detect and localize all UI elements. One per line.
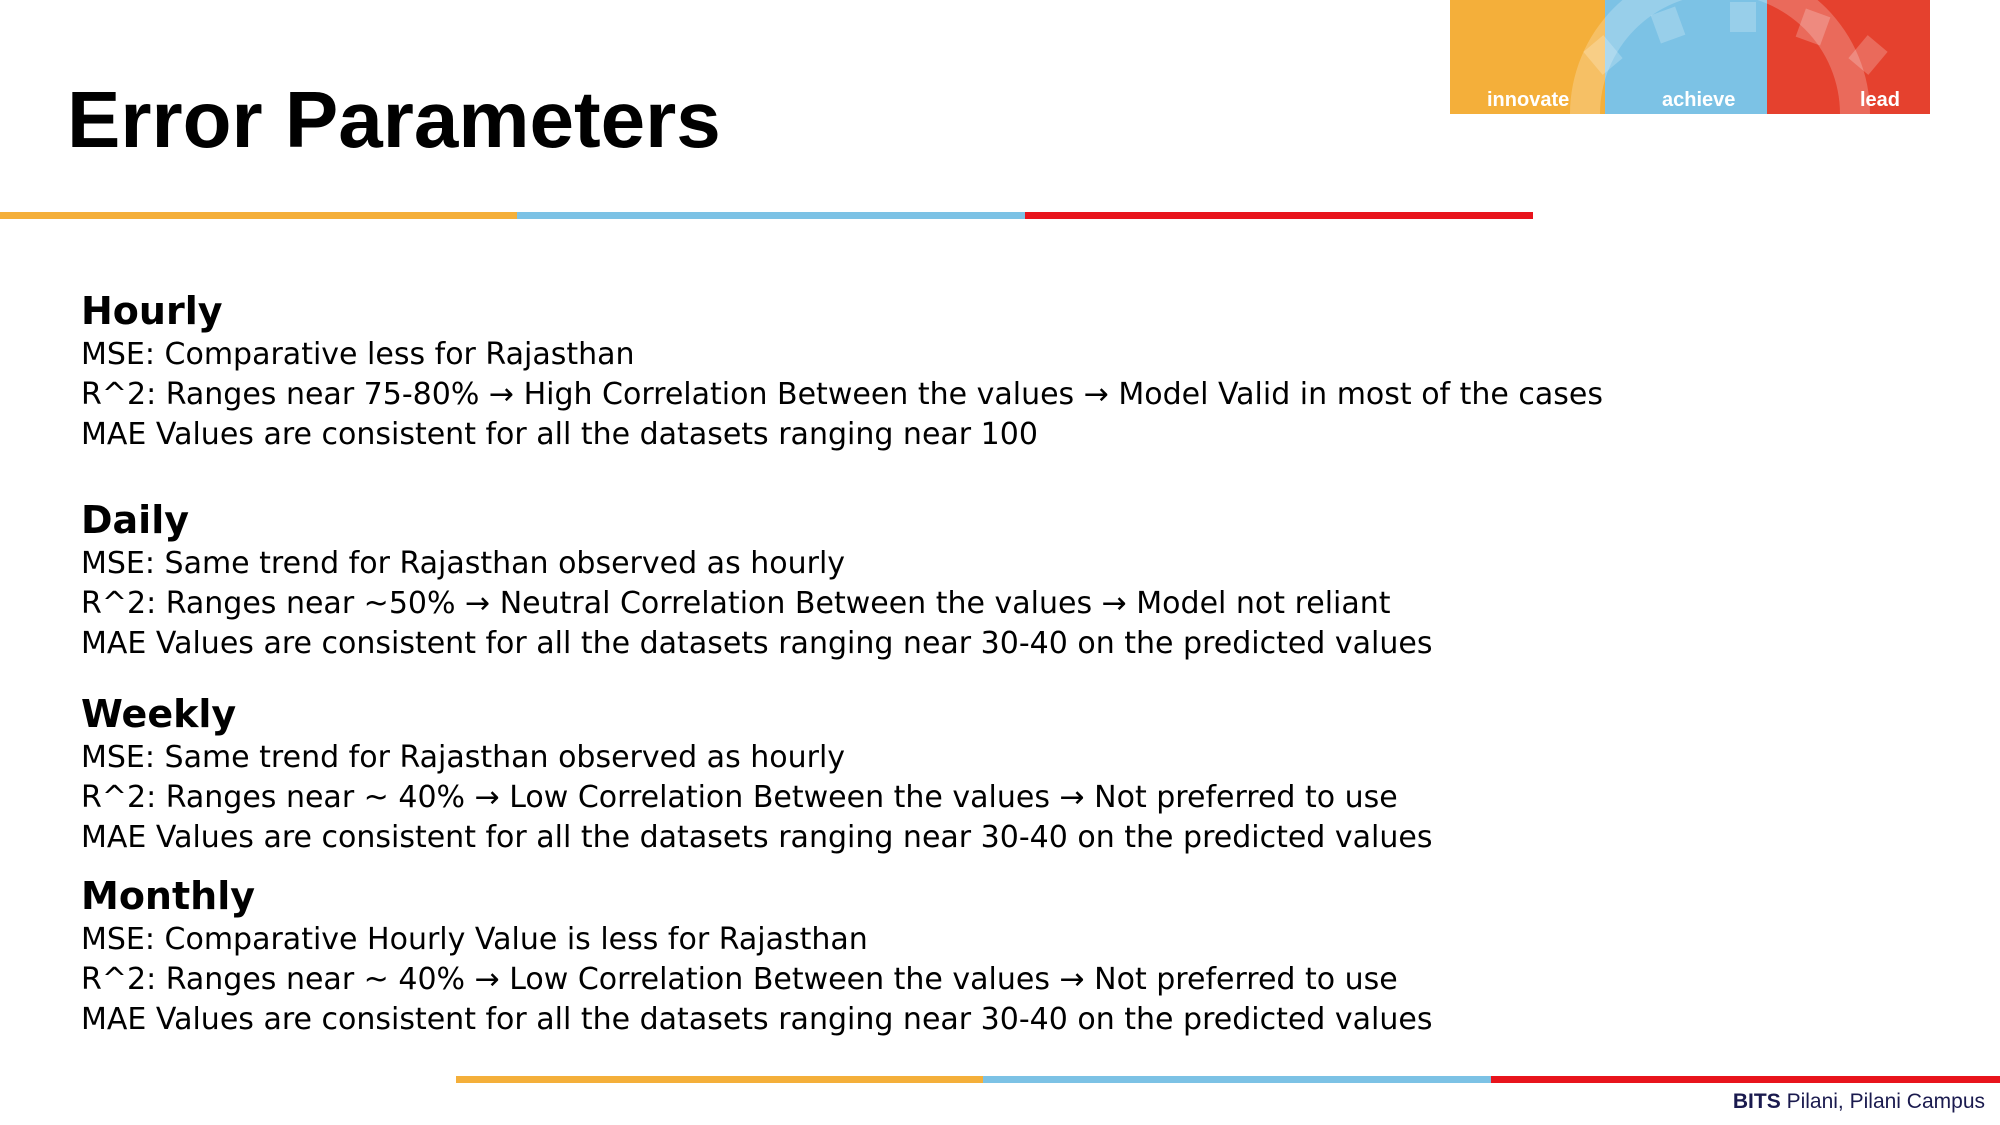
mse-line: MSE: Same trend for Rajasthan observed a… bbox=[81, 740, 846, 775]
top-divider-red bbox=[1025, 212, 1533, 219]
footer-brand: BITS bbox=[1732, 1090, 1781, 1113]
bottom-divider-red bbox=[1491, 1076, 2000, 1083]
section-monthly: Monthly MSE: Comparative Hourly Value is… bbox=[81, 872, 1781, 1040]
logo-word-innovate: innovate bbox=[1487, 89, 1570, 111]
top-divider-blue bbox=[517, 212, 1025, 219]
mae-line: MAE Values are consistent for all the da… bbox=[81, 417, 1038, 452]
logo-segment-innovate bbox=[1450, 0, 1605, 114]
mse-line: MSE: Same trend for Rajasthan observed a… bbox=[81, 546, 846, 581]
bits-logo: innovate achieve lead bbox=[1450, 0, 1930, 114]
section-heading: Hourly bbox=[81, 289, 223, 333]
gear-icon bbox=[1570, 0, 1888, 114]
logo-word-lead: lead bbox=[1860, 89, 1901, 111]
slide-title: Error Parameters bbox=[67, 75, 721, 164]
mae-line: MAE Values are consistent for all the da… bbox=[81, 1002, 1433, 1037]
top-divider-orange bbox=[0, 212, 517, 219]
r2-line: R^2: Ranges near 75-80% → High Correlati… bbox=[81, 377, 1604, 412]
r2-line: R^2: Ranges near ~50% → Neutral Correlat… bbox=[81, 586, 1391, 621]
section-heading: Daily bbox=[81, 498, 190, 542]
footer-campus-text: Pilani, Pilani Campus bbox=[1780, 1090, 1985, 1113]
mae-line: MAE Values are consistent for all the da… bbox=[81, 820, 1433, 855]
mae-line: MAE Values are consistent for all the da… bbox=[81, 626, 1433, 661]
bottom-divider-blue bbox=[983, 1076, 1491, 1083]
section-hourly: Hourly MSE: Comparative less for Rajasth… bbox=[81, 287, 1781, 455]
logo-word-achieve: achieve bbox=[1662, 89, 1736, 111]
footer-campus: BITS Pilani, Pilani Campus bbox=[1733, 1090, 1985, 1114]
section-weekly: Weekly MSE: Same trend for Rajasthan obs… bbox=[81, 690, 1781, 858]
bottom-divider-orange bbox=[456, 1076, 983, 1083]
section-heading: Weekly bbox=[81, 692, 237, 736]
section-daily: Daily MSE: Same trend for Rajasthan obse… bbox=[81, 496, 1781, 664]
mse-line: MSE: Comparative Hourly Value is less fo… bbox=[81, 922, 868, 957]
logo-segment-achieve bbox=[1605, 0, 1767, 114]
r2-line: R^2: Ranges near ~ 40% → Low Correlation… bbox=[81, 962, 1398, 997]
logo-segment-lead bbox=[1767, 0, 1930, 114]
section-heading: Monthly bbox=[81, 874, 255, 918]
mse-line: MSE: Comparative less for Rajasthan bbox=[81, 337, 635, 372]
r2-line: R^2: Ranges near ~ 40% → Low Correlation… bbox=[81, 780, 1398, 815]
